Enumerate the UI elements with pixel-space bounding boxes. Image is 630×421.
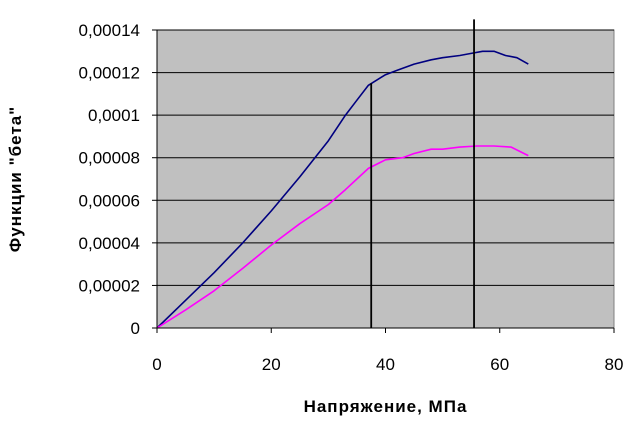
vertical-markers <box>370 19 475 328</box>
y-tick-label: 0,0001 <box>88 106 140 125</box>
series-line-1 <box>156 50 529 329</box>
y-tick-label: 0,00002 <box>79 276 140 295</box>
x-axis-title: Напряжение, МПа <box>304 397 468 416</box>
gridlines <box>157 29 614 286</box>
x-tick-labels: 0 20 40 60 80 <box>152 328 623 374</box>
x-tick-label: 80 <box>605 355 624 374</box>
y-tick-label: 0 <box>131 319 140 338</box>
x-tick-label: 0 <box>152 355 161 374</box>
y-tick-label: 0,00006 <box>79 191 140 210</box>
y-tick-label: 0,00004 <box>79 234 140 253</box>
y-tick-label: 0,00014 <box>79 21 140 40</box>
y-tick-label: 0,00012 <box>79 64 140 83</box>
y-axis-title: Функции "бета" <box>6 106 25 252</box>
y-tick-label: 0,00008 <box>79 149 140 168</box>
x-tick-label: 20 <box>262 355 281 374</box>
x-tick-label: 60 <box>490 355 509 374</box>
y-tick-labels: 0 0,00002 0,00004 0,00006 0,00008 0,0001 0,000… <box>79 21 157 338</box>
plot-area <box>156 29 615 329</box>
x-tick-label: 40 <box>376 355 395 374</box>
